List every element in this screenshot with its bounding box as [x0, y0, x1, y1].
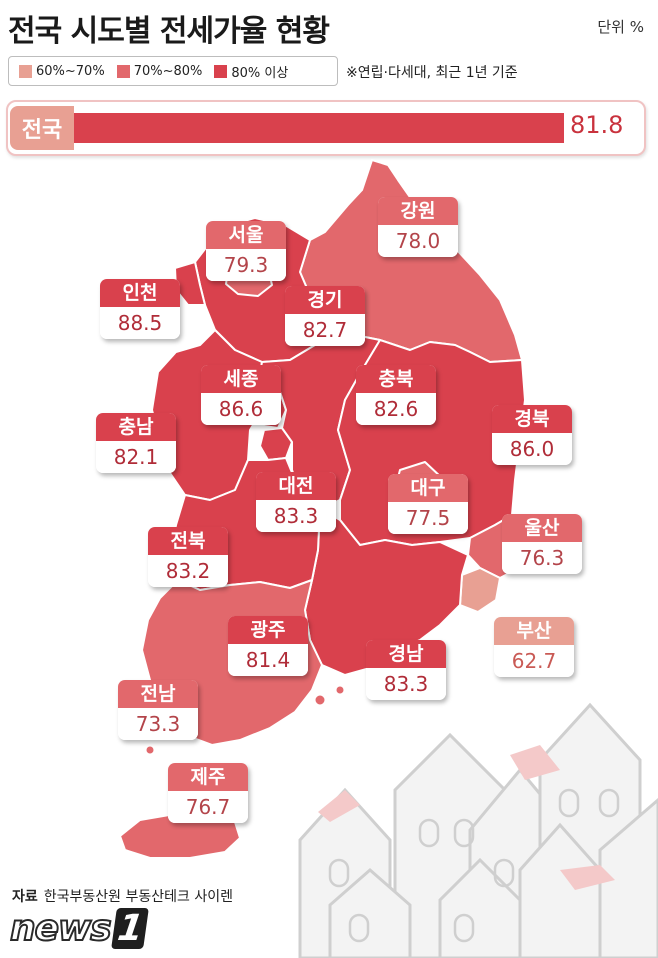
logo-mark: 1: [110, 908, 149, 949]
region-card: 서울 79.3: [206, 221, 286, 281]
region-name: 경북: [492, 405, 572, 433]
region-value: 78.0: [378, 225, 458, 257]
region-name: 강원: [378, 197, 458, 225]
region-value: 76.7: [168, 791, 248, 823]
region-card: 충남 82.1: [96, 413, 176, 473]
region-value: 88.5: [100, 307, 180, 339]
national-value: 81.8: [570, 111, 624, 139]
region-name: 부산: [494, 617, 574, 645]
region-value: 73.3: [118, 708, 198, 740]
region-value: 83.3: [256, 500, 336, 532]
houses-roofs: [318, 745, 615, 890]
national-label: 전국: [10, 106, 74, 150]
logo-text: news: [9, 907, 113, 950]
region-name: 인천: [100, 279, 180, 307]
region-value: 81.4: [228, 644, 308, 676]
region-name: 전남: [118, 680, 198, 708]
legend-swatch-high: [214, 64, 228, 78]
region-card: 부산 62.7: [494, 617, 574, 677]
source-label: 자료: [12, 889, 38, 905]
region-card: 대구 77.5: [388, 474, 468, 534]
region-value: 83.2: [148, 555, 228, 587]
region-value: 77.5: [388, 502, 468, 534]
legend-item-high: 80% 이상: [214, 62, 288, 81]
source-text: 한국부동산원 부동산테크 사이렌: [43, 889, 233, 905]
region-value: 76.3: [502, 542, 582, 574]
region-name: 서울: [206, 221, 286, 249]
region-value: 82.6: [356, 393, 436, 425]
region-card: 경기 82.7: [285, 286, 365, 346]
region-value: 62.7: [494, 645, 574, 677]
legend-item-low: 60%~70%: [19, 64, 105, 79]
region-name: 세종: [201, 365, 281, 393]
region-name: 광주: [228, 616, 308, 644]
region-card: 인천 88.5: [100, 279, 180, 339]
legend-swatch-mid: [116, 64, 130, 78]
region-card: 전남 73.3: [118, 680, 198, 740]
region-name: 경기: [285, 286, 365, 314]
houses-windows: [328, 788, 620, 943]
legend: 60%~70% 70%~80% 80% 이상: [8, 56, 338, 86]
region-value: 79.3: [206, 249, 286, 281]
region-name: 대전: [256, 472, 336, 500]
legend-label-high: 80% 이상: [231, 65, 289, 81]
national-bar-box: 전국 81.8: [6, 100, 646, 156]
unit-label: 단위 %: [597, 18, 644, 36]
houses-illustration: [298, 702, 658, 958]
legend-label-low: 60%~70%: [36, 63, 105, 79]
region-name: 제주: [168, 763, 248, 791]
legend-swatch-low: [19, 64, 32, 78]
national-bar: [74, 113, 564, 143]
region-name: 울산: [502, 514, 582, 542]
region-card: 대전 83.3: [256, 472, 336, 532]
source-line: 자료 한국부동산원 부동산테크 사이렌: [12, 886, 233, 906]
region-value: 86.0: [492, 433, 572, 465]
region-name: 충남: [96, 413, 176, 441]
region-value: 86.6: [201, 393, 281, 425]
region-card: 제주 76.7: [168, 763, 248, 823]
region-name: 전북: [148, 527, 228, 555]
page-title: 전국 시도별 전세가율 현황: [8, 14, 330, 49]
legend-item-mid: 70%~80%: [116, 63, 203, 79]
region-value: 83.3: [366, 668, 446, 700]
region-card: 경북 86.0: [492, 405, 572, 465]
basis-note: ※연립·다세대, 최근 1년 기준: [346, 65, 518, 81]
region-card: 경남 83.3: [366, 640, 446, 700]
region-card: 세종 86.6: [201, 365, 281, 425]
region-card: 울산 76.3: [502, 514, 582, 574]
news1-logo: news 1: [9, 907, 149, 950]
region-name: 대구: [388, 474, 468, 502]
legend-label-mid: 70%~80%: [133, 63, 203, 79]
region-value: 82.7: [285, 314, 365, 346]
region-card: 충북 82.6: [356, 365, 436, 425]
region-value: 82.1: [96, 441, 176, 473]
region-card: 강원 78.0: [378, 197, 458, 257]
region-card: 전북 83.2: [148, 527, 228, 587]
region-jeju: [119, 813, 241, 859]
region-busan: [459, 567, 501, 613]
region-name: 경남: [366, 640, 446, 668]
region-name: 충북: [356, 365, 436, 393]
region-card: 광주 81.4: [228, 616, 308, 676]
